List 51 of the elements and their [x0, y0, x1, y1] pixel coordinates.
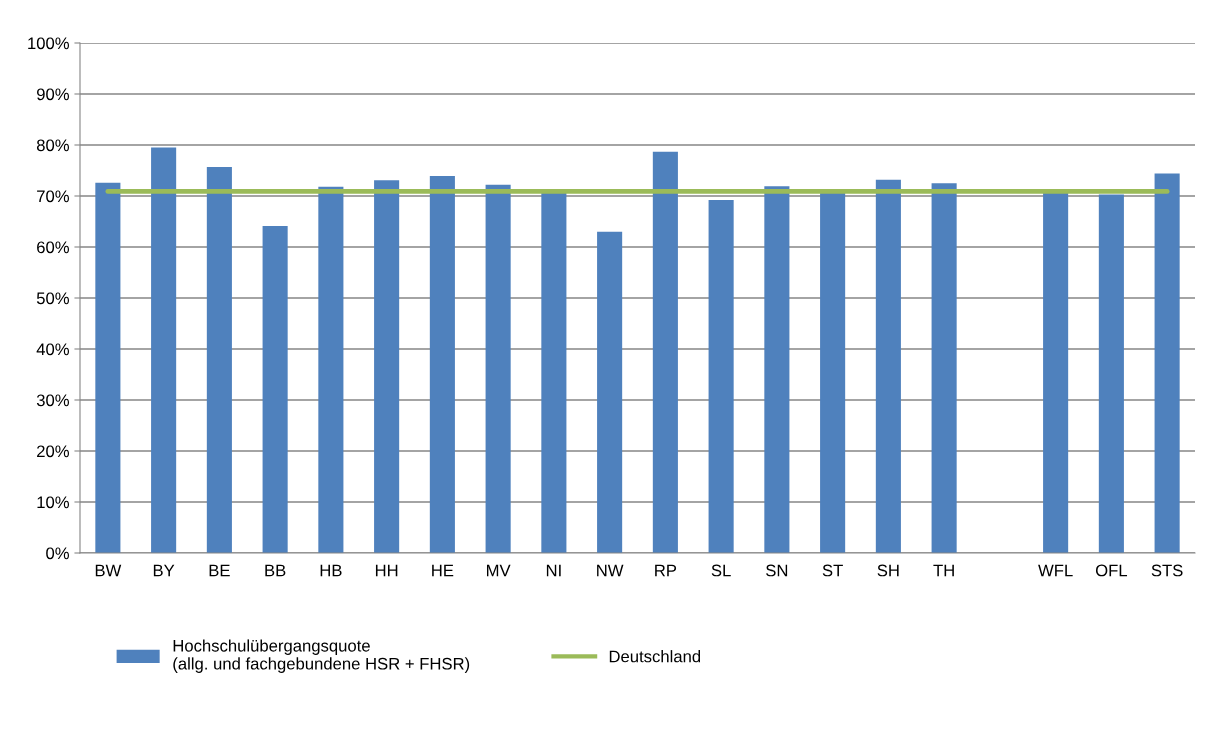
x-tick-label: SL — [711, 564, 731, 577]
bar — [764, 186, 790, 553]
legend-label: Hochschulübergangsquote (allg. und fachgebundene HSR + FHSR) — [173, 639, 470, 673]
bar — [151, 147, 177, 553]
x-tick-label: STS — [1151, 564, 1183, 577]
x-tick-label: HH — [375, 564, 398, 577]
y-tick-label: 60% — [37, 241, 69, 254]
y-tick-label: 10% — [37, 496, 69, 509]
bar — [95, 182, 121, 553]
bar — [541, 191, 567, 553]
bar — [1043, 192, 1069, 553]
bar — [1098, 194, 1124, 553]
y-tick-label: 40% — [36, 343, 69, 356]
bar — [931, 183, 957, 553]
bar — [597, 231, 623, 553]
x-tick-label: HE — [432, 564, 454, 577]
y-tick-label: 20% — [37, 445, 69, 458]
bar — [318, 186, 344, 553]
bar — [429, 176, 455, 553]
bar — [374, 180, 400, 553]
x-tick-label: RP — [655, 564, 677, 577]
bar — [820, 191, 846, 553]
x-tick-label: SN — [766, 564, 788, 577]
x-tick-label: WFL — [1038, 564, 1073, 577]
y-tick-label: 70% — [37, 190, 69, 203]
x-tick-label: BW — [95, 564, 122, 577]
x-tick-label: TH — [933, 564, 954, 577]
y-tick-label: 90% — [37, 88, 69, 101]
y-tick-label: 50% — [36, 292, 69, 305]
y-tick-label: 100% — [28, 37, 69, 50]
x-tick-label: ST — [822, 564, 843, 577]
y-tick-label: 30% — [36, 394, 69, 407]
bar — [262, 226, 288, 553]
x-tick-label: HB — [320, 564, 342, 577]
x-tick-label: MV — [486, 564, 511, 577]
bar — [708, 200, 734, 553]
y-tick-label: 80% — [36, 139, 69, 152]
x-tick-label: BB — [265, 564, 286, 577]
y-tick-label: 0% — [46, 547, 69, 560]
x-tick-label: NI — [546, 564, 561, 577]
x-tick-label: SH — [877, 564, 899, 577]
x-tick-label: NW — [597, 564, 624, 577]
bar — [1154, 173, 1180, 553]
bar — [485, 184, 511, 553]
bar — [652, 151, 678, 553]
bar — [875, 179, 901, 553]
x-tick-label: OFL — [1095, 564, 1128, 577]
legend-label: Deutschland — [609, 650, 701, 663]
x-tick-label: BY — [153, 564, 175, 577]
bar — [206, 166, 232, 553]
x-tick-label: BE — [209, 564, 230, 577]
